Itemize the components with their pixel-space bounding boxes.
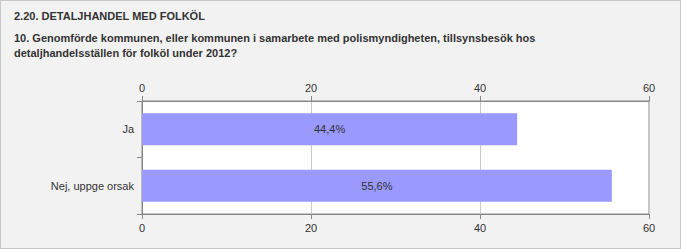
svg-text:60: 60 [643,222,655,234]
svg-text:0: 0 [139,222,145,234]
svg-text:60: 60 [643,82,655,94]
svg-text:detaljhandelsställen för folkö: detaljhandelsställen för folköl under 20… [14,47,237,59]
svg-text:44,4%: 44,4% [314,123,345,135]
svg-text:10. Genomförde kommunen, eller: 10. Genomförde kommunen, eller kommunen … [14,32,538,44]
svg-text:40: 40 [474,222,486,234]
svg-text:Nej, uppge orsak: Nej, uppge orsak [51,180,135,192]
svg-text:20: 20 [305,82,317,94]
svg-text:20: 20 [305,222,317,234]
svg-text:2.20. DETALJHANDEL MED FOLKÖL: 2.20. DETALJHANDEL MED FOLKÖL [14,10,205,22]
svg-text:40: 40 [474,82,486,94]
svg-text:55,6%: 55,6% [361,180,392,192]
svg-text:0: 0 [139,82,145,94]
svg-text:Ja: Ja [122,123,135,135]
